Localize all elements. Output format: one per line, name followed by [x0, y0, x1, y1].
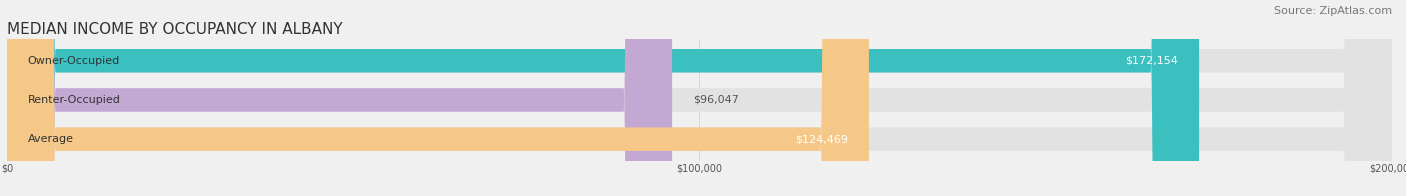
Text: $96,047: $96,047	[693, 95, 738, 105]
FancyBboxPatch shape	[7, 0, 1392, 196]
Text: Source: ZipAtlas.com: Source: ZipAtlas.com	[1274, 6, 1392, 16]
FancyBboxPatch shape	[7, 0, 869, 196]
FancyBboxPatch shape	[7, 0, 1392, 196]
Text: $172,154: $172,154	[1125, 56, 1178, 66]
Text: Average: Average	[28, 134, 73, 144]
Text: MEDIAN INCOME BY OCCUPANCY IN ALBANY: MEDIAN INCOME BY OCCUPANCY IN ALBANY	[7, 22, 343, 37]
Text: Renter-Occupied: Renter-Occupied	[28, 95, 121, 105]
FancyBboxPatch shape	[7, 0, 672, 196]
Text: $124,469: $124,469	[796, 134, 848, 144]
FancyBboxPatch shape	[7, 0, 1199, 196]
Text: Owner-Occupied: Owner-Occupied	[28, 56, 120, 66]
FancyBboxPatch shape	[7, 0, 1392, 196]
